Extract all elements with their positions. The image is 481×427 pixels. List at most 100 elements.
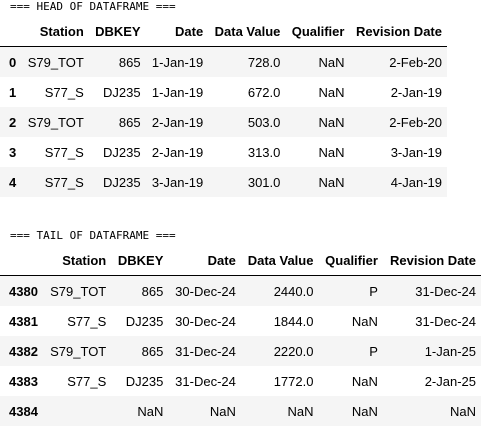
cell-revision-date: 2-Feb-20 <box>389 114 442 130</box>
cell-dbkey: 865 <box>141 283 164 299</box>
column-header-qualifier: Qualifier <box>318 245 383 276</box>
cell-date: NaN <box>209 403 236 419</box>
cell-date: 1-Jan-19 <box>151 54 204 70</box>
row-index: 1 <box>9 84 17 100</box>
cell-station <box>43 396 111 426</box>
column-header-dbkey: DBKEY <box>88 16 146 47</box>
cell-qualifier: NaN <box>318 54 345 70</box>
cell-data-value: 1772.0 <box>273 373 314 389</box>
cell-revision-date: 2-Jan-19 <box>390 84 442 100</box>
row-index: 4381 <box>9 313 38 329</box>
cell-dbkey: 865 <box>118 114 141 130</box>
cell-revision-date: 4-Jan-19 <box>390 174 442 190</box>
head-dataframe-table: Station DBKEY Date Data Value Qualifier … <box>0 16 447 197</box>
cell-revision-date: 2-Feb-20 <box>389 54 442 70</box>
cell-qualifier: NaN <box>351 403 378 419</box>
cell-station: S79_TOT <box>50 343 107 359</box>
table-row: 4380 S79_TOT 865 30-Dec-24 2440.0 P 31-D… <box>0 275 481 306</box>
column-header-qualifier: Qualifier <box>285 16 350 47</box>
cell-qualifier: NaN <box>351 313 378 329</box>
column-header-data-value: Data Value <box>240 245 319 276</box>
cell-data-value: 503.0 <box>247 114 281 130</box>
cell-data-value: 672.0 <box>247 84 281 100</box>
row-index: 2 <box>9 114 17 130</box>
tail-banner: === TAIL OF DATAFRAME === <box>10 229 176 242</box>
cell-data-value: 2220.0 <box>273 343 314 359</box>
cell-date: 30-Dec-24 <box>175 283 236 299</box>
cell-revision-date: 3-Jan-19 <box>390 144 442 160</box>
head-banner: === HEAD OF DATAFRAME === <box>10 0 176 13</box>
cell-station: S77_S <box>67 313 107 329</box>
cell-data-value: NaN <box>287 403 314 419</box>
cell-date: 1-Jan-19 <box>151 84 204 100</box>
row-index: 0 <box>9 54 17 70</box>
cell-qualifier: NaN <box>318 174 345 190</box>
row-index: 4384 <box>9 403 38 419</box>
row-index: 3 <box>9 144 17 160</box>
cell-qualifier: P <box>369 343 378 359</box>
cell-qualifier: NaN <box>351 373 378 389</box>
header-row: Station DBKEY Date Data Value Qualifier … <box>0 16 447 47</box>
row-index: 4382 <box>9 343 38 359</box>
cell-date: 30-Dec-24 <box>175 313 236 329</box>
index-header <box>0 245 44 276</box>
cell-qualifier: NaN <box>318 84 345 100</box>
cell-revision-date: NaN <box>449 403 476 419</box>
cell-station: S79_TOT <box>27 114 84 130</box>
column-header-station: Station <box>21 16 89 47</box>
cell-data-value: 301.0 <box>247 174 281 190</box>
column-header-data-value: Data Value <box>208 16 286 47</box>
cell-date: 2-Jan-19 <box>151 144 204 160</box>
cell-dbkey: DJ235 <box>125 373 164 389</box>
cell-station: S79_TOT <box>27 54 84 70</box>
cell-revision-date: 1-Jan-25 <box>424 343 476 359</box>
cell-qualifier: NaN <box>318 144 345 160</box>
cell-dbkey: NaN <box>137 403 164 419</box>
table-row: 4382 S79_TOT 865 31-Dec-24 2220.0 P 1-Ja… <box>0 336 481 366</box>
cell-station: S77_S <box>44 174 84 190</box>
table-row: 1 S77_S DJ235 1-Jan-19 672.0 NaN 2-Jan-1… <box>0 77 447 107</box>
row-index: 4380 <box>9 283 38 299</box>
cell-qualifier: P <box>369 283 378 299</box>
cell-data-value: 1844.0 <box>273 313 314 329</box>
column-header-station: Station <box>43 245 112 276</box>
cell-date: 2-Jan-19 <box>151 114 204 130</box>
table-row: 4384 NaN NaN NaN NaN NaN <box>0 396 481 426</box>
cell-station: S77_S <box>44 84 84 100</box>
cell-station: S79_TOT <box>50 283 107 299</box>
cell-dbkey: DJ235 <box>103 84 141 100</box>
column-header-date: Date <box>168 245 241 276</box>
column-header-revision-date: Revision Date <box>382 245 481 276</box>
cell-station: S77_S <box>44 144 84 160</box>
table-row: 4 S77_S DJ235 3-Jan-19 301.0 NaN 4-Jan-1… <box>0 167 447 197</box>
cell-date: 31-Dec-24 <box>175 343 236 359</box>
cell-data-value: 728.0 <box>247 54 281 70</box>
cell-revision-date: 31-Dec-24 <box>415 283 476 299</box>
column-header-date: Date <box>145 16 209 47</box>
column-header-dbkey: DBKEY <box>111 245 169 276</box>
cell-dbkey: 865 <box>118 54 141 70</box>
cell-dbkey: DJ235 <box>103 144 141 160</box>
cell-qualifier: NaN <box>318 114 345 130</box>
cell-dbkey: DJ235 <box>103 174 141 190</box>
table-row: 4383 S77_S DJ235 31-Dec-24 1772.0 NaN 2-… <box>0 366 481 396</box>
table-row: 2 S79_TOT 865 2-Jan-19 503.0 NaN 2-Feb-2… <box>0 107 447 137</box>
table-row: 0 S79_TOT 865 1-Jan-19 728.0 NaN 2-Feb-2… <box>0 46 447 77</box>
cell-date: 31-Dec-24 <box>175 373 236 389</box>
header-row: Station DBKEY Date Data Value Qualifier … <box>0 245 481 276</box>
cell-dbkey: 865 <box>141 343 164 359</box>
row-index: 4 <box>9 174 17 190</box>
cell-date: 3-Jan-19 <box>151 174 204 190</box>
cell-dbkey: DJ235 <box>125 313 164 329</box>
tail-dataframe-table: Station DBKEY Date Data Value Qualifier … <box>0 245 481 426</box>
cell-station: S77_S <box>67 373 107 389</box>
column-header-revision-date: Revision Date <box>349 16 447 47</box>
cell-data-value: 2440.0 <box>273 283 314 299</box>
index-header <box>0 16 22 47</box>
cell-revision-date: 2-Jan-25 <box>424 373 476 389</box>
cell-data-value: 313.0 <box>247 144 281 160</box>
cell-revision-date: 31-Dec-24 <box>415 313 476 329</box>
table-row: 4381 S77_S DJ235 30-Dec-24 1844.0 NaN 31… <box>0 306 481 336</box>
row-index: 4383 <box>9 373 38 389</box>
table-row: 3 S77_S DJ235 2-Jan-19 313.0 NaN 3-Jan-1… <box>0 137 447 167</box>
